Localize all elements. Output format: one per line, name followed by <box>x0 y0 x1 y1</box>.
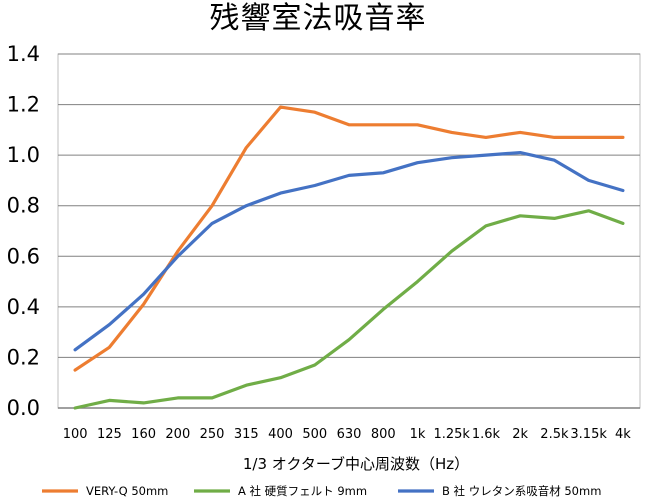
x-tick-label: 200 <box>165 427 190 442</box>
x-axis-label: 1/3 オクターブ中心周波数（Hz） <box>243 455 469 473</box>
x-tick-label: 1.25k <box>433 427 470 442</box>
x-tick-label: 500 <box>302 427 327 442</box>
x-tick-label: 100 <box>63 427 88 442</box>
x-tick-label: 2k <box>512 427 528 442</box>
plot-area <box>57 53 641 409</box>
y-tick-label: 1.2 <box>7 93 40 117</box>
y-tick-label: 1.4 <box>7 42 40 66</box>
y-tick-label: 1.0 <box>7 143 40 167</box>
x-tick-label: 2.5k <box>540 427 569 442</box>
y-tick-label: 0.0 <box>7 396 40 420</box>
x-tick-label: 125 <box>97 427 122 442</box>
series-line <box>73 151 625 352</box>
y-tick-label: 0.4 <box>7 295 40 319</box>
legend-label: VERY-Q 50mm <box>86 484 168 498</box>
y-tick-label: 0.8 <box>7 194 40 218</box>
x-tick-label: 3.15k <box>570 427 607 442</box>
x-tick-label: 630 <box>337 427 362 442</box>
series-line <box>73 105 625 372</box>
x-tick-label: 800 <box>371 427 396 442</box>
x-tick-label: 1.6k <box>472 427 501 442</box>
y-tick-label: 0.2 <box>7 345 40 369</box>
legend-label: B 社 ウレタン系吸音材 50mm <box>442 484 601 498</box>
series-line <box>73 209 625 410</box>
x-tick-label: 315 <box>234 427 259 442</box>
x-tick-label: 250 <box>200 427 225 442</box>
x-tick-label: 4k <box>615 427 631 442</box>
chart-title: 残響室法吸音率 <box>210 1 427 36</box>
y-tick-label: 0.6 <box>7 244 40 268</box>
x-tick-label: 160 <box>131 427 156 442</box>
legend-label: A 社 硬質フェルト 9mm <box>238 484 367 498</box>
x-tick-label: 1k <box>410 427 426 442</box>
x-tick-label: 400 <box>268 427 293 442</box>
